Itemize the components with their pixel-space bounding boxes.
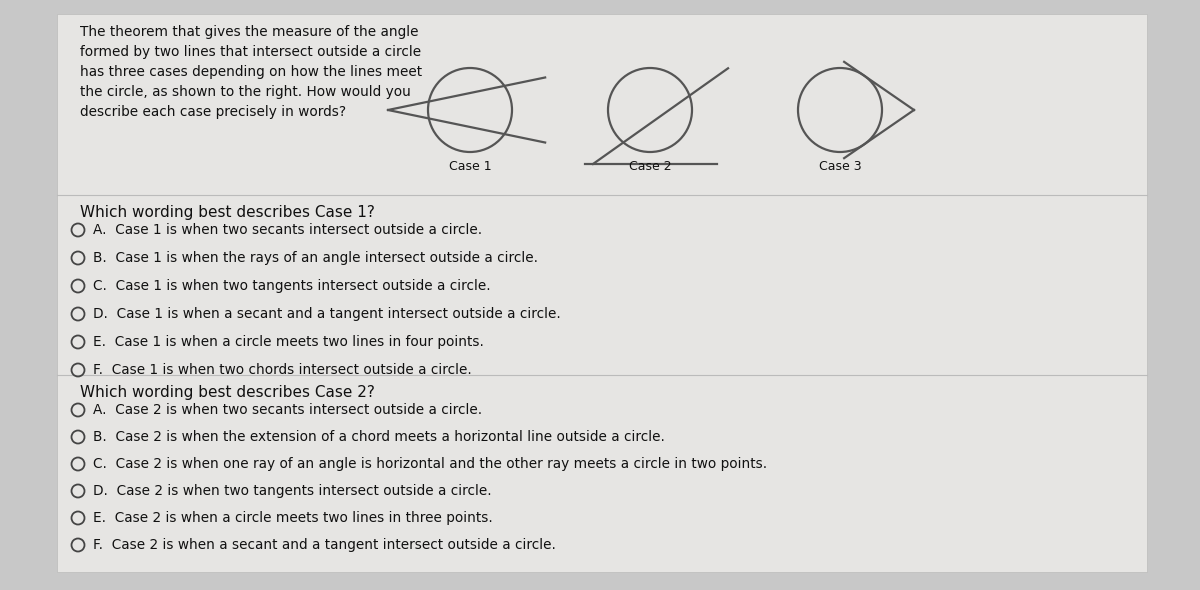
Text: Case 3: Case 3 [818, 160, 862, 173]
Text: D.  Case 2 is when two tangents intersect outside a circle.: D. Case 2 is when two tangents intersect… [94, 484, 492, 498]
Text: E.  Case 2 is when a circle meets two lines in three points.: E. Case 2 is when a circle meets two lin… [94, 511, 493, 525]
Text: Which wording best describes Case 1?: Which wording best describes Case 1? [80, 205, 374, 220]
FancyBboxPatch shape [58, 14, 1147, 572]
Text: Case 1: Case 1 [449, 160, 491, 173]
Text: B.  Case 2 is when the extension of a chord meets a horizontal line outside a ci: B. Case 2 is when the extension of a cho… [94, 430, 665, 444]
Text: E.  Case 1 is when a circle meets two lines in four points.: E. Case 1 is when a circle meets two lin… [94, 335, 484, 349]
Text: F.  Case 1 is when two chords intersect outside a circle.: F. Case 1 is when two chords intersect o… [94, 363, 472, 377]
Text: Case 2: Case 2 [629, 160, 671, 173]
Text: A.  Case 1 is when two secants intersect outside a circle.: A. Case 1 is when two secants intersect … [94, 223, 482, 237]
Text: A.  Case 2 is when two secants intersect outside a circle.: A. Case 2 is when two secants intersect … [94, 403, 482, 417]
Text: D.  Case 1 is when a secant and a tangent intersect outside a circle.: D. Case 1 is when a secant and a tangent… [94, 307, 560, 321]
Text: C.  Case 1 is when two tangents intersect outside a circle.: C. Case 1 is when two tangents intersect… [94, 279, 491, 293]
Text: F.  Case 2 is when a secant and a tangent intersect outside a circle.: F. Case 2 is when a secant and a tangent… [94, 538, 556, 552]
Text: Which wording best describes Case 2?: Which wording best describes Case 2? [80, 385, 374, 400]
Text: B.  Case 1 is when the rays of an angle intersect outside a circle.: B. Case 1 is when the rays of an angle i… [94, 251, 538, 265]
Text: The theorem that gives the measure of the angle
formed by two lines that interse: The theorem that gives the measure of th… [80, 25, 422, 119]
Text: C.  Case 2 is when one ray of an angle is horizontal and the other ray meets a c: C. Case 2 is when one ray of an angle is… [94, 457, 767, 471]
